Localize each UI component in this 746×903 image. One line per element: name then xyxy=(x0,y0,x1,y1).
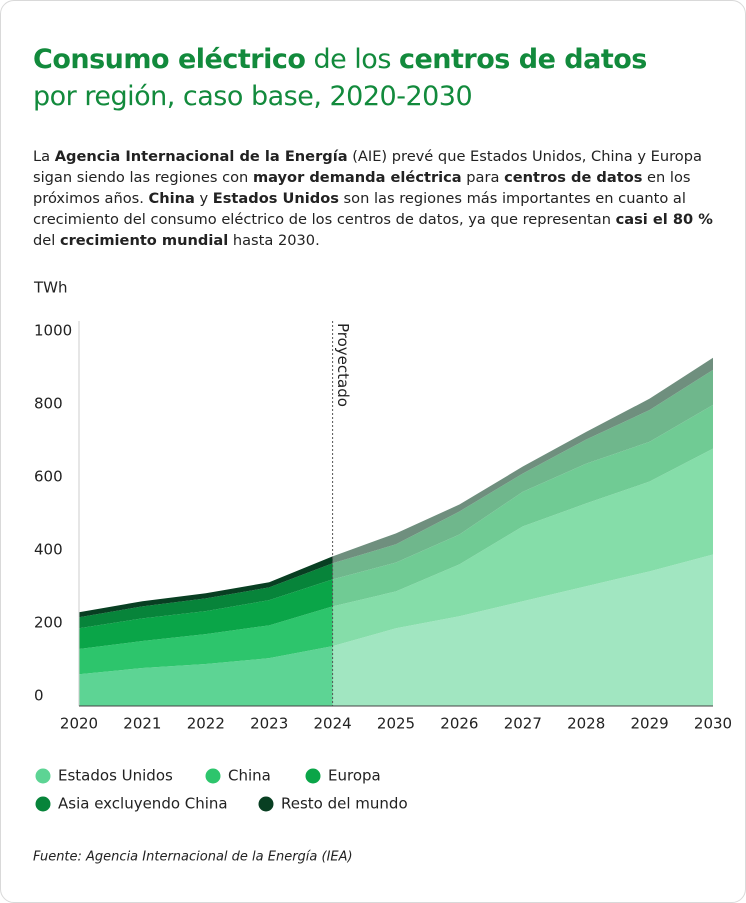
y-tick-label: 800 xyxy=(34,395,63,413)
text-run: centros de datos xyxy=(504,169,643,186)
legend-label: Asia excluyendo China xyxy=(58,795,228,813)
text-run: Consumo eléctrico xyxy=(33,44,306,75)
y-tick-label: 600 xyxy=(34,468,63,486)
x-tick-label: 2024 xyxy=(314,715,352,733)
x-tick-label: 2030 xyxy=(694,715,732,733)
legend-marker xyxy=(35,768,51,784)
text-run: son las regiones más importantes en cuan… xyxy=(33,190,686,228)
x-tick-label: 2029 xyxy=(631,715,669,733)
text-run: mayor demanda eléctrica xyxy=(252,169,462,186)
legend-label: China xyxy=(228,767,271,785)
title: Consumo eléctrico de los centros de dato… xyxy=(33,41,723,115)
projection-overlay xyxy=(332,311,715,706)
projection-label: Proyectado xyxy=(334,323,352,407)
x-tick-label: 2022 xyxy=(187,715,225,733)
legend-label: Estados Unidos xyxy=(58,767,173,785)
legend-marker xyxy=(305,768,321,784)
text-run: de los xyxy=(305,44,399,75)
text-run: del xyxy=(33,232,60,249)
text-run: en los próximos años. xyxy=(33,169,691,207)
area xyxy=(79,554,713,706)
y-axis-label: TWh xyxy=(33,279,68,297)
x-tick-label: 2021 xyxy=(123,715,161,733)
text-run: Agencia Internacional de la Energía xyxy=(54,148,348,165)
text-run: centros de datos xyxy=(398,44,647,75)
legend-marker xyxy=(35,796,51,812)
area xyxy=(79,404,713,650)
y-tick-label: 200 xyxy=(34,614,63,632)
legend-marker xyxy=(258,796,274,812)
title-line: por región, caso base, 2020-2030 xyxy=(33,78,723,115)
text-run: La xyxy=(33,148,55,165)
x-tick-label: 2027 xyxy=(504,715,542,733)
text-run: para xyxy=(461,169,505,186)
description: La Agencia Internacional de la Energía (… xyxy=(33,146,723,251)
text-run: por región, caso base, 2020-2030 xyxy=(33,81,473,112)
x-tick-label: 2023 xyxy=(250,715,288,733)
text-run: casi el 80 % xyxy=(615,211,713,228)
text-run: Estados Unidos xyxy=(212,190,339,207)
legend-label: Resto del mundo xyxy=(281,795,408,813)
text-run: crecimiento mundial xyxy=(59,232,229,249)
area xyxy=(79,448,713,675)
text-run: hasta 2030. xyxy=(228,232,320,249)
text-run: (AIE) prevé que Estados Unidos, China y … xyxy=(33,148,702,186)
x-tick-label: 2020 xyxy=(60,715,98,733)
y-tick-label: 0 xyxy=(34,687,44,705)
y-tick-label: 1000 xyxy=(34,322,72,340)
source: Fuente: Agencia Internacional de la Ener… xyxy=(33,850,353,865)
x-tick-label: 2026 xyxy=(440,715,478,733)
x-tick-label: 2028 xyxy=(567,715,605,733)
x-tick-label: 2025 xyxy=(377,715,415,733)
title-line: Consumo eléctrico de los centros de dato… xyxy=(33,41,723,78)
text-run: y xyxy=(194,190,213,207)
y-tick-label: 400 xyxy=(34,541,63,559)
legend-label: Europa xyxy=(328,767,381,785)
text-run: China xyxy=(148,190,195,207)
legend-marker xyxy=(205,768,221,784)
